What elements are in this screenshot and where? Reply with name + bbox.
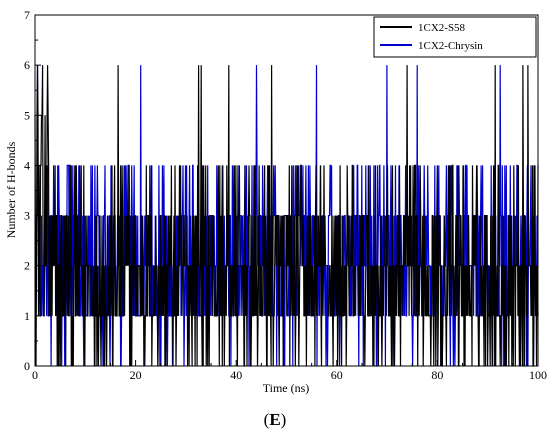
- x-tick-label: 80: [431, 368, 443, 382]
- panel-label-close: ): [280, 410, 287, 429]
- panel-label-open: (: [263, 410, 270, 429]
- x-tick-label: 100: [529, 368, 547, 382]
- legend-box: [373, 16, 537, 58]
- panel-label: (E): [0, 410, 550, 430]
- legend-label-s58: 1CX2-S58: [418, 22, 466, 34]
- legend: 1CX2-S58 1CX2-Chrysin: [373, 16, 537, 58]
- panel-label-letter: E: [269, 410, 281, 429]
- x-tick-label: 60: [331, 368, 343, 382]
- y-axis-title: Number of H-bonds: [4, 141, 18, 238]
- y-tick-label: 0: [24, 359, 30, 373]
- tick-layer: 0 20 40 60 80 100 0 1 2 3 4 5 6 7: [24, 8, 547, 382]
- y-tick-label: 3: [24, 209, 30, 223]
- h-bond-chart: 0 20 40 60 80 100 0 1 2 3 4 5 6 7 Time (ns) Number of…: [4, 8, 547, 395]
- legend-label-chrysin: 1CX2-Chrysin: [418, 40, 483, 52]
- y-tick-label: 7: [24, 8, 30, 22]
- x-axis-title: Time (ns): [263, 381, 310, 395]
- series-layer: [34, 65, 539, 367]
- y-tick-label: 4: [24, 158, 30, 172]
- y-tick-label: 2: [24, 259, 30, 273]
- y-tick-label: 1: [24, 309, 30, 323]
- y-tick-label: 5: [24, 108, 30, 122]
- x-tick-label: 0: [32, 368, 38, 382]
- series-line-s58: [34, 65, 539, 367]
- y-tick-label: 6: [24, 58, 30, 72]
- x-tick-label: 20: [130, 368, 142, 382]
- x-tick-label: 40: [230, 368, 242, 382]
